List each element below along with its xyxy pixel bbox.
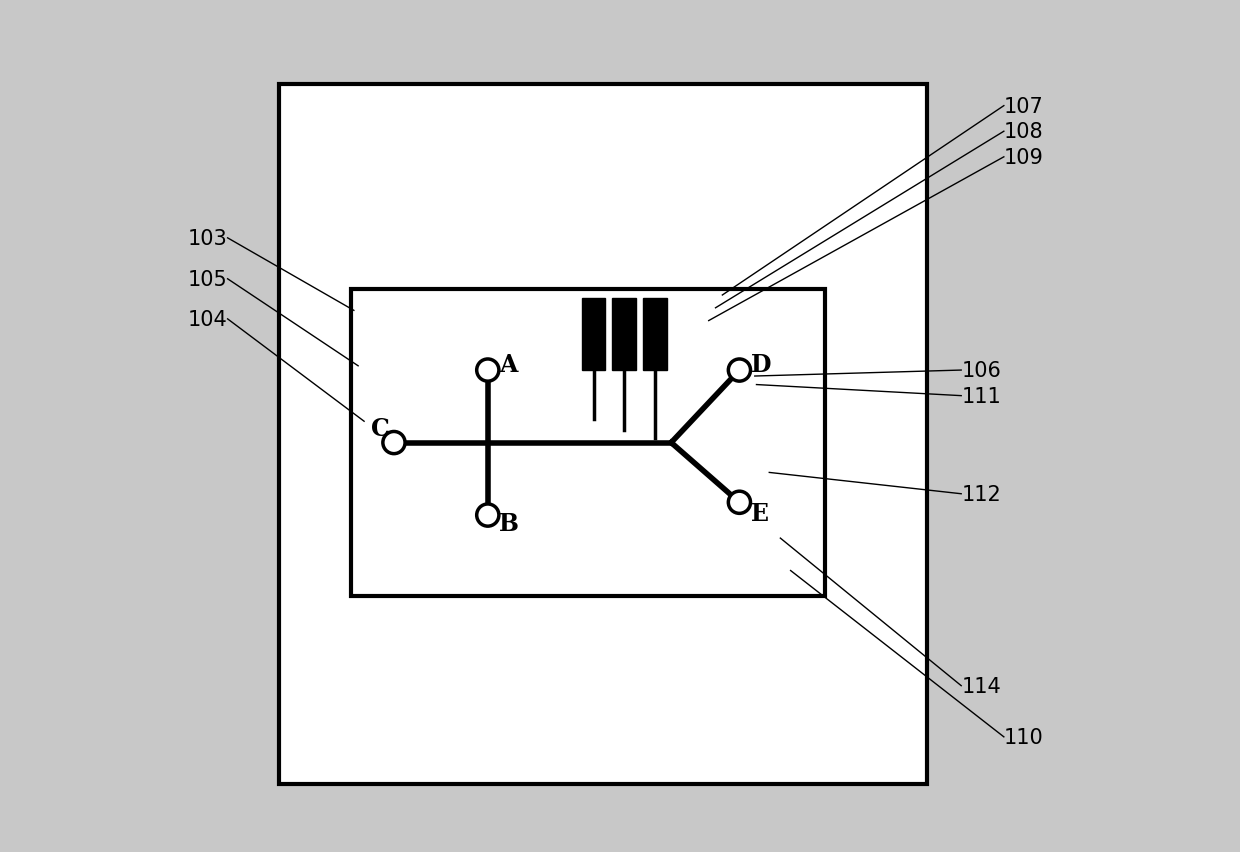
Text: C: C <box>371 417 389 440</box>
Text: E: E <box>750 502 769 526</box>
Bar <box>582 298 605 371</box>
Text: 108: 108 <box>1004 122 1044 142</box>
Bar <box>644 298 667 371</box>
Text: 112: 112 <box>961 484 1001 504</box>
Bar <box>279 85 928 784</box>
Circle shape <box>476 360 498 382</box>
Text: D: D <box>750 353 771 377</box>
Text: 106: 106 <box>961 360 1001 381</box>
Bar <box>351 290 825 596</box>
Text: 107: 107 <box>1004 96 1044 117</box>
Text: 111: 111 <box>961 386 1001 406</box>
Circle shape <box>728 492 750 514</box>
Circle shape <box>728 360 750 382</box>
Text: 105: 105 <box>188 269 228 290</box>
Text: 104: 104 <box>188 309 228 330</box>
Circle shape <box>383 432 405 454</box>
Text: A: A <box>498 353 517 377</box>
Text: 114: 114 <box>961 676 1001 696</box>
Text: 103: 103 <box>188 228 228 249</box>
Circle shape <box>476 504 498 527</box>
Text: 109: 109 <box>1004 147 1044 168</box>
Bar <box>613 298 636 371</box>
Text: 110: 110 <box>1004 727 1044 747</box>
Text: B: B <box>498 511 518 535</box>
